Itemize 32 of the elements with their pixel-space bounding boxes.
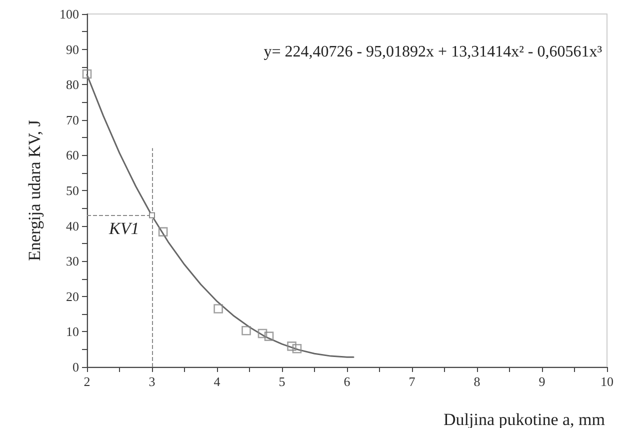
x-tick-label: 6 bbox=[344, 374, 351, 389]
point bbox=[292, 344, 302, 354]
point bbox=[264, 332, 274, 341]
x-tick-label: 2 bbox=[84, 374, 90, 389]
y-tick-label: 100 bbox=[60, 6, 79, 22]
y-tick-label: 20 bbox=[66, 288, 79, 304]
y-tick-label: 50 bbox=[66, 183, 79, 198]
y-tick-label: 70 bbox=[66, 112, 79, 128]
point bbox=[149, 212, 155, 218]
y-tick-label: 60 bbox=[66, 148, 79, 163]
y-tick-label: 40 bbox=[66, 218, 79, 234]
point bbox=[214, 304, 223, 314]
annotation: y= 224,40726 - 95,01892x + 13,31414x² - 0,60561x³ bbox=[264, 44, 602, 60]
y-tick-label: 10 bbox=[66, 324, 79, 340]
point bbox=[158, 227, 168, 236]
x-tick-label: 10 bbox=[600, 374, 614, 389]
x-tick-label: 7 bbox=[408, 374, 416, 389]
annotation: KV1 bbox=[108, 219, 140, 238]
y-tick-label: 30 bbox=[66, 254, 79, 269]
y-tick-label: 90 bbox=[66, 42, 79, 57]
y-tick-label: 80 bbox=[66, 77, 79, 92]
x-tick-label: 3 bbox=[148, 374, 156, 389]
x-tick-label: 5 bbox=[278, 374, 286, 389]
x-tick-label: 8 bbox=[474, 374, 480, 389]
point bbox=[258, 328, 268, 338]
y-tick-label: 0 bbox=[72, 360, 79, 374]
point bbox=[82, 69, 92, 79]
point bbox=[287, 342, 296, 351]
point bbox=[242, 326, 251, 336]
x-tick-label: 4 bbox=[214, 374, 221, 389]
x-tick-label: 9 bbox=[538, 374, 546, 389]
y-axis-title: Energija udara KV, J bbox=[25, 120, 44, 262]
